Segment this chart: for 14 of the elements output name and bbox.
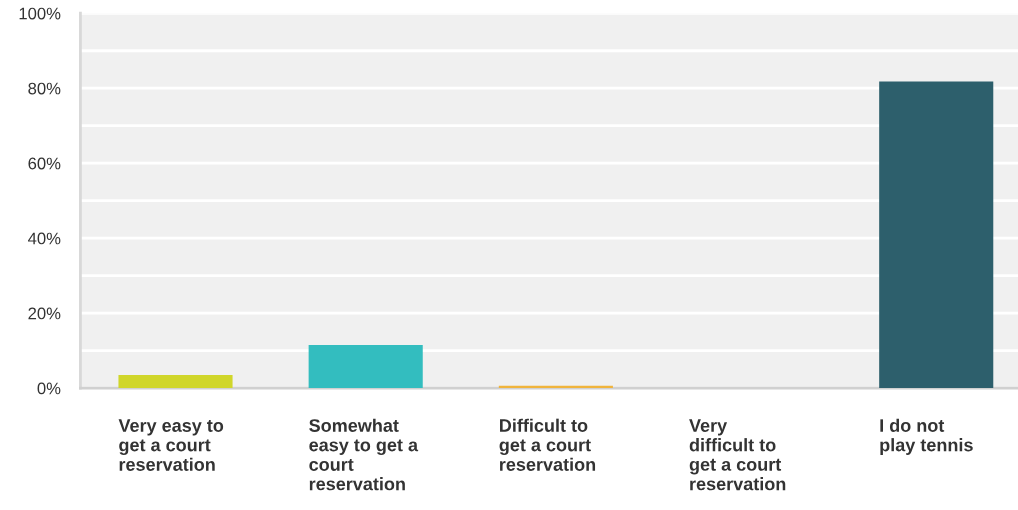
- y-tick-label: 60%: [28, 157, 61, 170]
- y-tick-label: 0%: [37, 382, 61, 395]
- bar: [879, 81, 994, 389]
- x-tick-label: Difficult to get a court reservation: [499, 418, 596, 471]
- y-tick-label: 20%: [28, 307, 61, 320]
- y-tick-label: 100%: [19, 7, 61, 20]
- x-tick-label: Very easy to get a court reservation: [118, 419, 224, 471]
- bar: [118, 374, 233, 389]
- y-tick-label: 40%: [28, 232, 61, 245]
- bar: [308, 345, 423, 389]
- x-tick-label: I do not play tennis: [880, 418, 973, 455]
- x-tick-label: Somewhat easy to get a court reservation: [309, 418, 419, 491]
- y-tick-label: 80%: [28, 82, 61, 95]
- x-tick-label: Very difficult to get a court reservation: [689, 419, 786, 491]
